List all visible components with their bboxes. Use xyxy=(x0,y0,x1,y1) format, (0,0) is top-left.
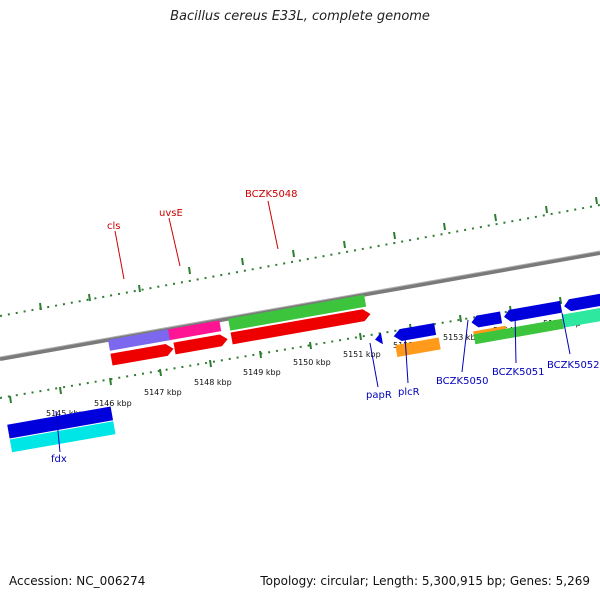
reverse-tick-rail xyxy=(0,295,600,399)
uvsE-gene-block[interactable] xyxy=(168,320,222,341)
uvsE-arrow[interactable] xyxy=(173,333,228,355)
forward-features xyxy=(108,294,372,366)
tick-label: 5151 kbp xyxy=(343,350,381,359)
reverse-major-ticks xyxy=(9,296,562,404)
tick-label: 5149 kbp xyxy=(243,368,281,377)
forward-major-ticks xyxy=(39,196,598,311)
fdx-gene-block[interactable] xyxy=(7,406,114,439)
cls-arrow[interactable] xyxy=(110,343,174,366)
gene-label-BCZK5050[interactable]: BCZK5050 xyxy=(436,376,489,387)
BCZK5051-arrow[interactable] xyxy=(503,300,563,323)
genome-backbone xyxy=(0,251,600,361)
plcR-arrow[interactable] xyxy=(393,323,437,342)
fdx-gene-cyan-block[interactable] xyxy=(9,421,116,453)
gene-label-fdx[interactable]: fdx xyxy=(51,454,67,465)
gene-labels: cls uvsE BCZK5048 fdx papR plcR BCZK5050… xyxy=(51,189,600,465)
papR-arrow[interactable] xyxy=(374,332,383,345)
cls-gene-block[interactable] xyxy=(108,329,171,351)
BCZK5051-green-block[interactable] xyxy=(473,318,564,345)
tick-label: 5146 kbp xyxy=(94,399,132,408)
plcR-gene-block[interactable] xyxy=(395,337,441,357)
BCZK5048-gene-block[interactable] xyxy=(228,294,367,331)
gene-label-cls[interactable]: cls xyxy=(107,221,121,232)
BCZK5048-arrow[interactable] xyxy=(230,308,372,345)
label-leaders xyxy=(55,200,571,453)
map-title: Bacillus cereus E33L, complete genome xyxy=(170,9,430,24)
tick-label: 5148 kbp xyxy=(194,378,232,387)
gene-label-BCZK5048[interactable]: BCZK5048 xyxy=(245,189,298,200)
tick-label: 5153 kbp xyxy=(443,333,481,342)
gene-label-BCZK5052[interactable]: BCZK5052 xyxy=(547,360,600,371)
gene-label-uvsE[interactable]: uvsE xyxy=(159,208,183,219)
reverse-features xyxy=(7,293,600,453)
BCZK5050-arrow[interactable] xyxy=(470,311,503,328)
summary-text: Topology: circular; Length: 5,300,915 bp… xyxy=(260,574,590,588)
tick-label: 5145 kbp xyxy=(46,409,84,418)
tick-label: 5150 kbp xyxy=(293,358,331,367)
accession-text: Accession: NC_006274 xyxy=(9,574,146,588)
tick-label: 5147 kbp xyxy=(144,388,182,397)
gene-label-papR[interactable]: papR xyxy=(366,390,392,401)
gene-label-plcR[interactable]: plcR xyxy=(398,387,420,398)
BCZK5052-block[interactable] xyxy=(561,307,600,328)
BCZK5052-arrow[interactable] xyxy=(563,293,600,313)
gene-label-BCZK5051[interactable]: BCZK5051 xyxy=(492,367,545,378)
genome-backbone-highlight xyxy=(0,250,600,358)
forward-tick-rail xyxy=(0,204,600,317)
